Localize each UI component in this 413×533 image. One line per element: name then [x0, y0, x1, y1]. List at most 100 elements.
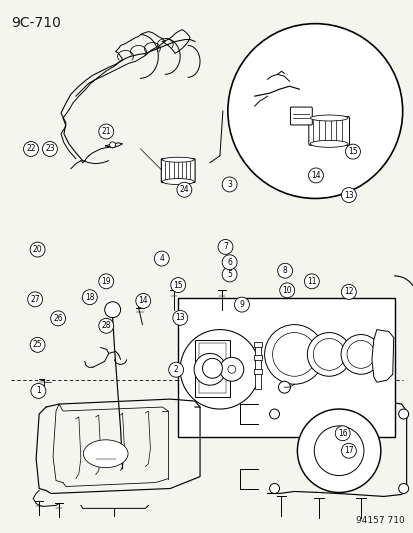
Text: 10: 10	[282, 286, 291, 295]
Text: 1: 1	[36, 386, 40, 395]
Circle shape	[82, 290, 97, 305]
Circle shape	[398, 483, 408, 494]
Circle shape	[269, 409, 279, 419]
Circle shape	[278, 381, 290, 393]
Bar	[254, 346, 260, 362]
Circle shape	[222, 177, 237, 192]
Circle shape	[99, 124, 114, 139]
Circle shape	[222, 255, 237, 270]
Circle shape	[176, 182, 191, 197]
Polygon shape	[371, 329, 393, 382]
Circle shape	[194, 353, 225, 385]
Circle shape	[219, 358, 243, 381]
Text: 9: 9	[239, 300, 244, 309]
Ellipse shape	[162, 157, 194, 162]
Circle shape	[341, 443, 356, 458]
Circle shape	[398, 409, 408, 419]
Circle shape	[43, 142, 57, 156]
Text: 28: 28	[101, 321, 111, 330]
Text: 94157 710: 94157 710	[355, 516, 404, 525]
Circle shape	[135, 294, 150, 309]
Circle shape	[169, 362, 183, 377]
Circle shape	[264, 325, 323, 384]
Circle shape	[222, 267, 237, 282]
Circle shape	[104, 302, 120, 318]
Circle shape	[345, 144, 360, 159]
Bar	[253, 343, 261, 348]
Circle shape	[346, 341, 374, 368]
Circle shape	[313, 426, 363, 475]
Text: 26: 26	[53, 314, 63, 323]
Ellipse shape	[83, 440, 128, 467]
Circle shape	[308, 168, 323, 183]
Circle shape	[180, 329, 259, 409]
Text: 17: 17	[343, 446, 353, 455]
Circle shape	[272, 333, 316, 376]
FancyBboxPatch shape	[161, 159, 195, 183]
Text: 5: 5	[227, 270, 232, 279]
Text: 15: 15	[173, 280, 183, 289]
Circle shape	[109, 142, 115, 148]
Bar	[199, 343, 225, 393]
Circle shape	[341, 285, 356, 300]
Bar	[253, 356, 261, 360]
Text: 23: 23	[45, 144, 55, 154]
Circle shape	[50, 311, 65, 326]
Circle shape	[313, 338, 344, 370]
Circle shape	[269, 483, 279, 494]
Bar	[195, 340, 229, 397]
Circle shape	[335, 426, 349, 441]
Text: 8: 8	[282, 266, 287, 275]
Text: 14: 14	[311, 171, 320, 180]
Circle shape	[30, 337, 45, 352]
FancyBboxPatch shape	[308, 117, 349, 146]
Ellipse shape	[310, 140, 347, 147]
Text: 2: 2	[173, 365, 178, 374]
Circle shape	[28, 292, 43, 307]
Text: 20: 20	[33, 245, 42, 254]
Bar	[253, 369, 261, 374]
Bar	[254, 359, 260, 375]
Circle shape	[31, 383, 46, 398]
Circle shape	[297, 409, 380, 492]
Text: 4: 4	[159, 254, 164, 263]
Text: 11: 11	[306, 277, 316, 286]
Text: 13: 13	[175, 313, 185, 322]
Circle shape	[99, 274, 114, 289]
Text: 9C-710: 9C-710	[11, 15, 61, 30]
Ellipse shape	[310, 115, 347, 121]
Circle shape	[227, 365, 235, 373]
Text: 24: 24	[179, 185, 189, 194]
Text: 21: 21	[101, 127, 111, 136]
Text: 3: 3	[227, 180, 232, 189]
Circle shape	[218, 239, 233, 254]
Text: 14: 14	[138, 296, 148, 305]
Text: 13: 13	[343, 190, 353, 199]
Text: 19: 19	[101, 277, 111, 286]
Bar	[178, 298, 394, 437]
Circle shape	[277, 263, 292, 278]
Text: 6: 6	[227, 258, 232, 266]
Circle shape	[202, 358, 222, 378]
Bar	[254, 373, 260, 389]
Circle shape	[30, 242, 45, 257]
Circle shape	[234, 297, 249, 312]
Circle shape	[304, 274, 318, 289]
Text: 27: 27	[30, 295, 40, 304]
Circle shape	[172, 310, 187, 325]
Text: 12: 12	[343, 287, 353, 296]
Text: 7: 7	[223, 243, 228, 252]
Text: 25: 25	[33, 341, 42, 349]
Circle shape	[306, 333, 350, 376]
Circle shape	[227, 23, 402, 198]
Text: 15: 15	[347, 147, 357, 156]
Circle shape	[99, 318, 114, 333]
Circle shape	[154, 251, 169, 266]
Text: 22: 22	[26, 144, 36, 154]
Circle shape	[279, 283, 294, 298]
Text: 18: 18	[85, 293, 94, 302]
Ellipse shape	[162, 179, 194, 184]
Circle shape	[204, 365, 214, 374]
Text: 16: 16	[337, 429, 347, 438]
Circle shape	[340, 335, 380, 374]
